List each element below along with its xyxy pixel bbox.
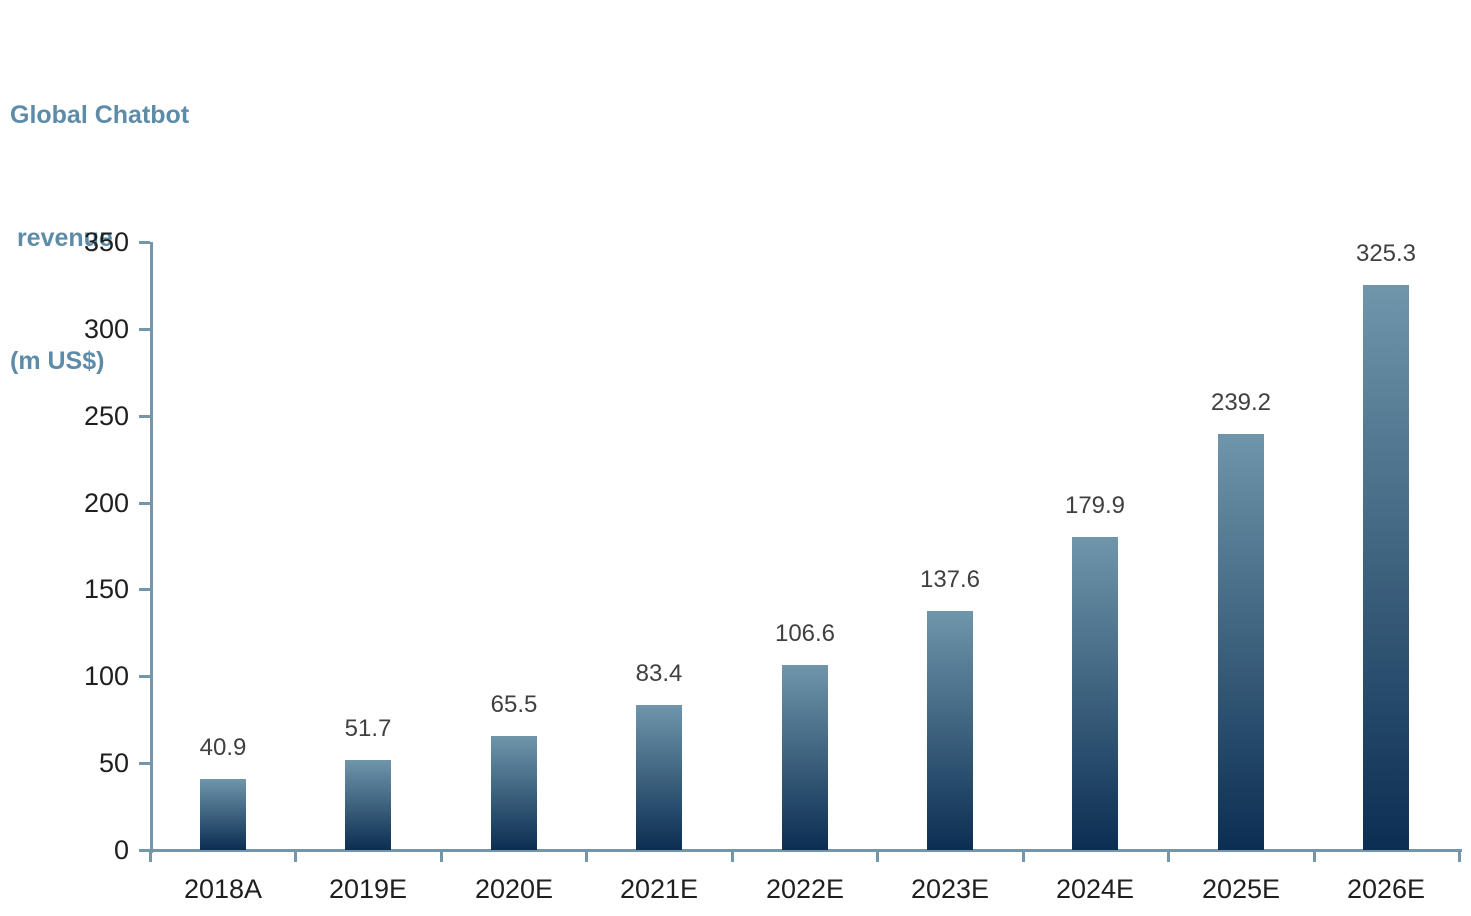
y-axis-tick-label: 0 bbox=[113, 835, 129, 865]
bar bbox=[200, 779, 246, 850]
bar-value-label: 65.5 bbox=[490, 691, 538, 718]
y-axis-tick-label: 350 bbox=[83, 227, 129, 257]
chart-title-line-2: revenue bbox=[10, 224, 113, 252]
bar-value-label: 137.6 bbox=[919, 566, 981, 593]
bar-value-label: 179.9 bbox=[1064, 492, 1126, 519]
y-axis-tick bbox=[139, 762, 150, 766]
y-axis-tick-label: 100 bbox=[83, 661, 129, 692]
x-axis-tick bbox=[585, 850, 589, 862]
bar-value-label: 325.3 bbox=[1355, 240, 1417, 267]
y-axis-tick-label: 50 bbox=[98, 748, 129, 779]
x-axis-category-label: 2020E bbox=[474, 874, 554, 904]
bar-value-label: 40.9 bbox=[199, 734, 247, 761]
x-axis-tick bbox=[439, 850, 443, 862]
chart-title-line-1: Global Chatbot bbox=[10, 101, 190, 129]
bar-value-label: 83.4 bbox=[635, 660, 683, 687]
x-axis-tick bbox=[1458, 850, 1461, 862]
x-axis-tick bbox=[1167, 850, 1171, 862]
x-axis-category-label: 2021E bbox=[619, 874, 699, 904]
y-axis-tick-label: 300 bbox=[83, 313, 129, 344]
x-axis-tick bbox=[149, 850, 152, 862]
y-axis-tick bbox=[139, 588, 150, 592]
x-axis-category-label: 2025E bbox=[1201, 874, 1281, 904]
x-axis-line bbox=[150, 849, 1462, 852]
x-axis-category-label: 2023E bbox=[910, 874, 990, 904]
y-axis-tick bbox=[139, 327, 150, 331]
bar bbox=[1218, 434, 1264, 850]
y-axis-tick-label: 250 bbox=[83, 400, 129, 431]
y-axis-tick-label: 150 bbox=[83, 574, 129, 605]
x-axis-category-label: 2024E bbox=[1055, 874, 1135, 904]
bar bbox=[491, 736, 537, 850]
y-axis-tick bbox=[139, 241, 150, 244]
chart-title: Global Chatbot revenue (m US$) bbox=[10, 13, 189, 464]
y-axis-line bbox=[150, 242, 153, 853]
x-axis-category-label: 2019E bbox=[328, 874, 408, 904]
bar bbox=[927, 611, 973, 850]
x-axis-tick bbox=[294, 850, 298, 862]
x-axis-tick bbox=[1021, 850, 1025, 862]
bar-value-label: 51.7 bbox=[344, 715, 392, 742]
bar bbox=[345, 760, 391, 850]
x-axis-tick bbox=[730, 850, 734, 862]
bar bbox=[782, 665, 828, 850]
x-axis-tick bbox=[876, 850, 880, 862]
y-axis-tick bbox=[139, 501, 150, 505]
y-axis-tick bbox=[139, 849, 150, 852]
chart-title-line-3: (m US$) bbox=[10, 347, 105, 375]
x-axis-category-label: 2026E bbox=[1346, 874, 1426, 904]
bar bbox=[1072, 537, 1118, 850]
bar-value-label: 106.6 bbox=[774, 620, 836, 647]
y-axis-tick-label: 200 bbox=[83, 487, 129, 518]
x-axis-tick bbox=[1312, 850, 1316, 862]
x-axis-category-label: 2022E bbox=[765, 874, 845, 904]
bar-value-label: 239.2 bbox=[1210, 389, 1272, 416]
y-axis-tick bbox=[139, 414, 150, 418]
bar bbox=[1363, 285, 1409, 850]
bar bbox=[636, 705, 682, 850]
x-axis-category-label: 2018A bbox=[183, 874, 263, 904]
y-axis-tick bbox=[139, 675, 150, 679]
